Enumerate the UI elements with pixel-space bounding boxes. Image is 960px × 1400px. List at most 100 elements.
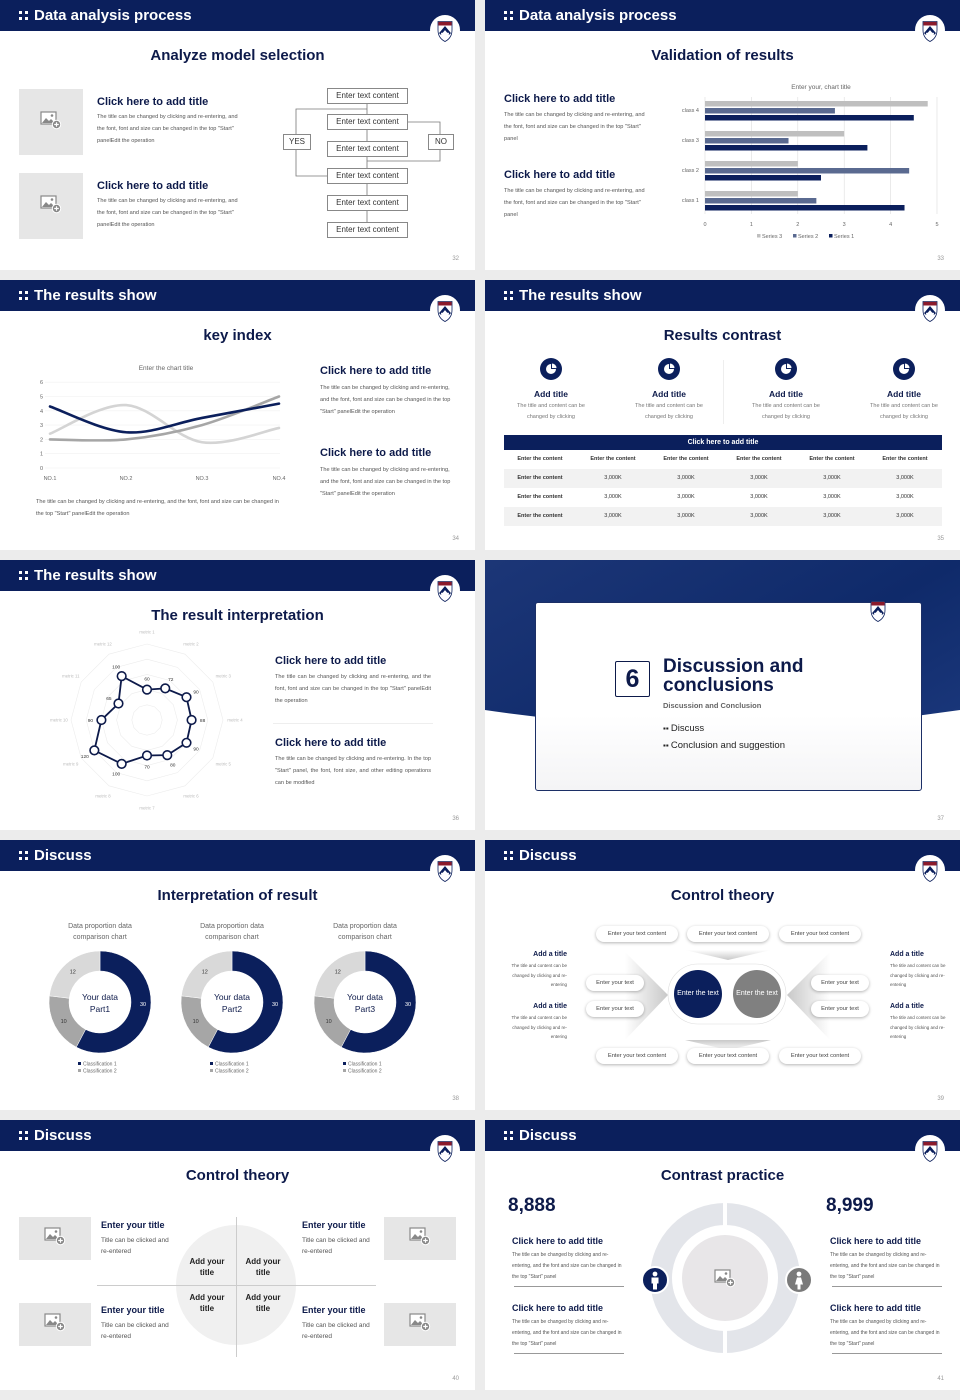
table-title[interactable]: Click here to add title [504, 435, 942, 450]
flow-box[interactable]: Enter text content [327, 88, 408, 104]
slide-37-section[interactable]: 6 Discussion and conclusions Discussion a… [485, 560, 960, 830]
item-text[interactable]: The title can be changed by clicking and… [830, 1252, 940, 1280]
item-title[interactable]: Enter your title [302, 1220, 366, 1230]
quadrant-title[interactable]: Add your title [189, 1293, 225, 1313]
image-placeholder[interactable] [384, 1303, 456, 1346]
dots-icon [504, 1131, 513, 1140]
item-text[interactable]: Title can be clicked and re-entered [302, 1237, 370, 1255]
item-title[interactable]: Add a title [890, 1003, 924, 1010]
slide-32[interactable]: Data analysis process Analyze model sele… [0, 0, 475, 270]
item-text[interactable]: The title can be changed by clicking and… [320, 385, 451, 415]
feature-title[interactable]: Add title [534, 389, 568, 399]
quadrant-title[interactable]: Add your title [245, 1257, 281, 1277]
yes-box[interactable]: YES [283, 134, 311, 150]
item-title[interactable]: Enter your title [302, 1305, 366, 1315]
text-pill[interactable]: Enter your text [586, 1001, 644, 1017]
item-title[interactable]: Click here to add title [830, 1303, 922, 1313]
data-label: 90 [88, 718, 94, 724]
item-text[interactable]: The title can be changed by clicking and… [275, 756, 431, 786]
item-text[interactable]: The title can be changed by clicking and… [97, 198, 238, 228]
section-bullet[interactable]: ▪▪ Conclusion and suggestion [663, 740, 785, 751]
text-pill[interactable]: Enter your text content [687, 926, 769, 942]
text-pill[interactable]: Enter your text content [596, 1048, 678, 1064]
image-placeholder[interactable] [384, 1217, 456, 1260]
slide-38[interactable]: Discuss Interpretation of result Data pr… [0, 840, 475, 1110]
slide-title: key index [203, 327, 272, 344]
item-text[interactable]: The title can be changed by clicking and… [97, 114, 238, 144]
no-box[interactable]: NO [428, 134, 454, 150]
feature-text[interactable]: The title and content can be changed by … [635, 403, 703, 420]
item-title[interactable]: Click here to add title [830, 1236, 922, 1246]
quadrant-title[interactable]: Add your title [189, 1257, 225, 1277]
slide-33[interactable]: Data analysis process Validation of resu… [485, 0, 960, 270]
text-pill[interactable]: Enter your text content [779, 926, 861, 942]
text-pill[interactable]: Enter your text content [687, 1048, 769, 1064]
item-title[interactable]: Enter your title [101, 1220, 165, 1230]
chart-caption[interactable]: The title can be changed by clicking and… [36, 499, 279, 517]
text-pill[interactable]: Enter your text [811, 1001, 869, 1017]
flow-box[interactable]: Enter text content [327, 168, 408, 184]
item-text[interactable]: The title and content can be changed by … [890, 963, 946, 987]
data-label: 100 [112, 771, 120, 777]
quadrant-title[interactable]: Add your title [245, 1293, 281, 1313]
text-pill[interactable]: Enter your text content [779, 1048, 861, 1064]
axis-label: metric 6 [183, 794, 199, 799]
item-text[interactable]: The title can be changed by clicking and… [320, 467, 451, 497]
item-title[interactable]: Click here to add title [320, 365, 432, 377]
item-title[interactable]: Click here to add title [275, 655, 387, 667]
slide-39[interactable]: Discuss Control theory Enter the text En… [485, 840, 960, 1110]
item-text[interactable]: Title can be clicked and re-entered [302, 1322, 370, 1340]
slide-35[interactable]: The results show Results contrast Add ti… [485, 280, 960, 550]
flow-box[interactable]: Enter text content [327, 114, 408, 130]
slide-36[interactable]: The results show The result interpretati… [0, 560, 475, 830]
item-title[interactable]: Click here to add title [504, 93, 616, 105]
image-placeholder[interactable] [19, 173, 83, 239]
center-circle-secondary[interactable]: Enter the text [733, 970, 781, 1018]
section-bullet[interactable]: ▪▪ Discuss [663, 723, 705, 734]
item-text[interactable]: The title and content can be changed by … [511, 963, 567, 987]
item-text[interactable]: The title can be changed by clicking and… [512, 1319, 622, 1347]
image-add-icon[interactable] [714, 1269, 736, 1292]
item-text[interactable]: The title can be changed by clicking and… [504, 188, 645, 218]
item-title[interactable]: Add a title [533, 1003, 567, 1010]
center-circle-primary[interactable]: Enter the text [674, 970, 722, 1018]
flow-box[interactable]: Enter text content [327, 195, 408, 211]
item-title[interactable]: Click here to add title [320, 447, 432, 459]
slide-40[interactable]: Discuss Control theory Add your title Ad… [0, 1120, 475, 1390]
image-placeholder[interactable] [19, 1303, 91, 1346]
item-text[interactable]: Title can be clicked and re-entered [101, 1237, 169, 1255]
feature-title[interactable]: Add title [887, 389, 921, 399]
item-title[interactable]: Add a title [533, 951, 567, 958]
item-text[interactable]: The title can be changed by clicking and… [504, 112, 645, 142]
item-title[interactable]: Click here to add title [97, 96, 209, 108]
slide-34[interactable]: The results show key index Enter the cha… [0, 280, 475, 550]
image-placeholder[interactable] [19, 89, 83, 155]
image-placeholder[interactable] [19, 1217, 91, 1260]
feature-text[interactable]: The title and content can be changed by … [752, 403, 820, 420]
text-pill[interactable]: Enter your text [586, 975, 644, 991]
item-title[interactable]: Click here to add title [512, 1303, 604, 1313]
slide-41[interactable]: Discuss Contrast practice 8,888 8,999 Cl… [485, 1120, 960, 1390]
item-title[interactable]: Click here to add title [512, 1236, 604, 1246]
feature-text[interactable]: The title and content can be changed by … [517, 403, 585, 420]
item-title[interactable]: Click here to add title [275, 737, 387, 749]
item-text[interactable]: The title and content can be changed by … [511, 1015, 567, 1039]
item-title[interactable]: Add a title [890, 951, 924, 958]
feature-title[interactable]: Add title [652, 389, 686, 399]
table-cell: Enter the content [590, 456, 636, 462]
item-title[interactable]: Click here to add title [97, 180, 209, 192]
feature-text[interactable]: The title and content can be changed by … [870, 403, 938, 420]
item-title[interactable]: Enter your title [101, 1305, 165, 1315]
item-text[interactable]: The title and content can be changed by … [890, 1015, 946, 1039]
text-pill[interactable]: Enter your text [811, 975, 869, 991]
item-text[interactable]: Title can be clicked and re-entered [101, 1322, 169, 1340]
item-text[interactable]: The title can be changed by clicking and… [830, 1319, 940, 1347]
item-title[interactable]: Click here to add title [504, 169, 616, 181]
feature-title[interactable]: Add title [769, 389, 803, 399]
flow-box[interactable]: Enter text content [327, 141, 408, 157]
item-text[interactable]: The title can be changed by clicking and… [512, 1252, 622, 1280]
item-text[interactable]: The title can be changed by clicking and… [275, 674, 431, 704]
flow-box[interactable]: Enter text content [327, 222, 408, 238]
slide-header: Data analysis process [0, 0, 475, 31]
text-pill[interactable]: Enter your text content [596, 926, 678, 942]
